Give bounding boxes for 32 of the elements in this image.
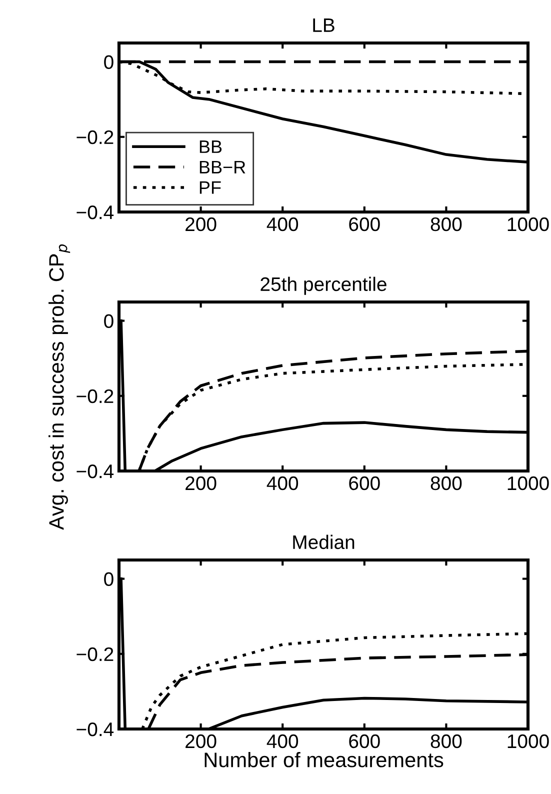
y-tick-label: 0 xyxy=(104,314,114,328)
x-tick-label: 400 xyxy=(266,734,298,748)
y-tick-label: −0.2 xyxy=(76,389,114,404)
legend-label: BB−R xyxy=(200,160,246,174)
x-tick-label: 200 xyxy=(186,476,216,490)
legend-label: PF xyxy=(200,181,221,194)
x-tick-label: 1000 xyxy=(508,476,549,490)
x-tick-label: 600 xyxy=(349,217,380,232)
x-tick-label: 800 xyxy=(430,734,462,748)
x-tick-label: 200 xyxy=(186,734,216,748)
y-tick-label: 0 xyxy=(104,55,114,70)
y-tick-label: −0.4 xyxy=(76,722,114,736)
x-tick-label: 400 xyxy=(266,476,298,490)
chart-title: LB xyxy=(313,18,334,32)
x-tick-label: 200 xyxy=(186,217,216,232)
x-tick-label: 600 xyxy=(349,734,380,748)
chart-title: Median xyxy=(293,534,354,550)
y-tick-label: 0 xyxy=(104,572,114,586)
x-tick-label: 400 xyxy=(266,217,298,232)
x-tick-label: 600 xyxy=(349,476,380,490)
x-tick-label: 1000 xyxy=(508,734,549,748)
x-axis-title: Number of measurements xyxy=(204,752,444,768)
chart-title: 25th percentile xyxy=(260,276,386,295)
y-tick-label: −0.2 xyxy=(76,647,114,662)
y-tick-label: −0.4 xyxy=(76,464,114,478)
x-tick-label: 800 xyxy=(430,217,462,232)
legend-label: BB xyxy=(200,140,222,153)
y-tick-label: −0.4 xyxy=(76,205,114,220)
x-tick-label: 800 xyxy=(430,476,462,490)
x-tick-label: 1000 xyxy=(508,217,549,232)
y-tick-label: −0.2 xyxy=(76,130,114,144)
y-axis-title: Avg. cost in success prob. CP$_{p}$ xyxy=(48,244,70,530)
